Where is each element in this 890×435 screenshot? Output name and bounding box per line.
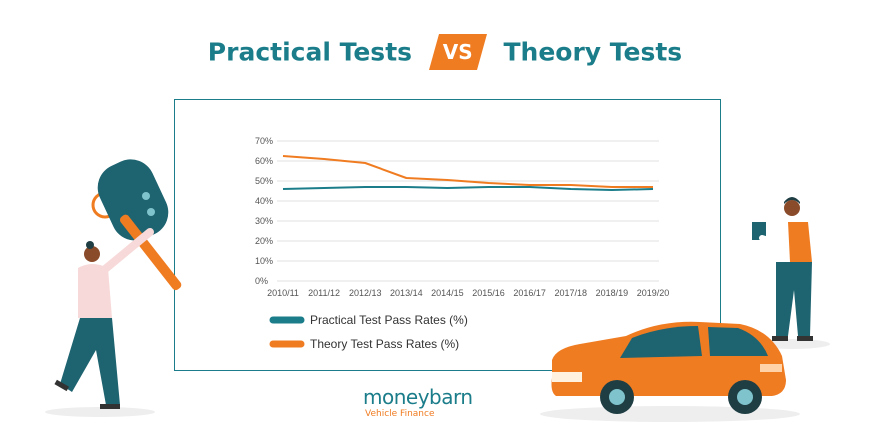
y-tick-label: 0% bbox=[255, 276, 268, 286]
car-key-icon bbox=[91, 159, 182, 291]
vs-badge: VS bbox=[428, 34, 487, 70]
x-tick-label: 2013/14 bbox=[390, 288, 423, 298]
y-tick-label: 20% bbox=[255, 236, 273, 246]
vs-text: VS bbox=[442, 40, 473, 64]
series-line-2 bbox=[282, 155, 653, 188]
logo-name: moneybarn bbox=[363, 385, 473, 409]
woman-figure bbox=[54, 228, 154, 409]
car-icon bbox=[551, 321, 786, 414]
x-tick-label: 2017/18 bbox=[555, 288, 588, 298]
x-tick-label: 2018/19 bbox=[596, 288, 629, 298]
x-tick-label: 2016/17 bbox=[513, 288, 546, 298]
y-tick-label: 10% bbox=[255, 256, 273, 266]
shadow-woman bbox=[45, 407, 155, 417]
shadow-car bbox=[540, 406, 800, 422]
chart-frame: 0% 10% 20% 30% 40% 50% 60% 70% 2010/11 2011/12 201… bbox=[174, 99, 721, 371]
legend-label: Practical Test Pass Rates (%) bbox=[310, 313, 468, 327]
examiner-figure bbox=[752, 197, 813, 341]
title-theory: Theory Tests bbox=[503, 37, 683, 67]
title-practical: Practical Tests bbox=[207, 37, 413, 67]
line-chart: 0% 10% 20% 30% 40% 50% 60% 70% 2010/11 2011/12 201… bbox=[255, 136, 670, 351]
x-tick-label: 2012/13 bbox=[349, 288, 382, 298]
x-tick-label: 2015/16 bbox=[472, 288, 505, 298]
y-tick-label: 30% bbox=[255, 216, 273, 226]
y-tick-label: 60% bbox=[255, 156, 273, 166]
x-tick-label: 2010/11 bbox=[267, 288, 299, 298]
x-tick-label: 2011/12 bbox=[308, 288, 340, 298]
legend-label: Theory Test Pass Rates (%) bbox=[310, 337, 459, 351]
x-tick-label: 2014/15 bbox=[431, 288, 464, 298]
x-tick-label: 2019/20 bbox=[637, 288, 670, 298]
logo-tagline: Vehicle Finance bbox=[365, 409, 435, 419]
moneybarn-logo: moneybarn Vehicle Finance bbox=[363, 386, 523, 420]
y-tick-label: 70% bbox=[255, 136, 273, 146]
y-tick-label: 40% bbox=[255, 196, 273, 206]
series-line-1 bbox=[282, 186, 654, 191]
y-tick-label: 50% bbox=[255, 176, 273, 186]
chart-title: Practical Tests VS Theory Tests bbox=[0, 34, 890, 70]
